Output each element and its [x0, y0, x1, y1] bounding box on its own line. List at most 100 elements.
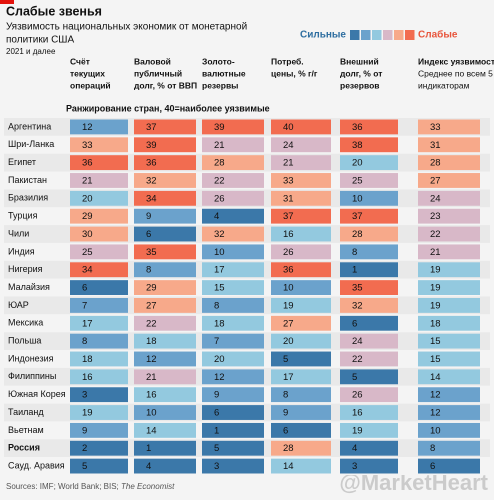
heat-cell: [418, 458, 480, 474]
cell-value: 26: [283, 247, 294, 258]
cell-value: 10: [214, 247, 225, 258]
legend-swatch: [372, 30, 382, 40]
cell-value: 33: [82, 140, 93, 151]
cell-value: 30: [82, 229, 93, 240]
cell-value: 17: [82, 318, 93, 329]
cell-value: 14: [146, 425, 157, 436]
cell-value: 12: [82, 122, 93, 133]
heat-cell: [70, 280, 128, 295]
cell-value: 29: [146, 283, 157, 294]
heat-cell: [134, 226, 196, 242]
cell-value: 2: [82, 443, 87, 454]
heat-cell: [202, 226, 264, 242]
cell-value: 8: [430, 443, 435, 454]
cell-value: 25: [82, 247, 93, 258]
heat-cell: [134, 155, 196, 171]
heat-cell: [271, 369, 331, 385]
cell-value: 15: [430, 336, 441, 347]
heat-cell: [340, 280, 398, 295]
cell-value: 37: [146, 122, 157, 133]
cell-value: 36: [146, 158, 157, 169]
cell-value: 20: [214, 354, 225, 365]
cell-value: 21: [214, 140, 225, 151]
heat-cell: [340, 369, 398, 385]
cell-value: 16: [283, 229, 294, 240]
heat-cell: [134, 351, 196, 367]
heat-cell: [340, 405, 398, 420]
subtitle: политики США: [6, 35, 74, 46]
heat-cell: [340, 137, 398, 153]
cell-value: 21: [430, 247, 441, 258]
heat-cell: [134, 119, 196, 135]
cell-value: 4: [214, 211, 219, 222]
heat-cell: [202, 155, 264, 171]
heat-cell: [134, 458, 196, 474]
heat-cell: [70, 422, 128, 438]
cell-value: 26: [352, 390, 363, 401]
cell-value: 18: [430, 318, 441, 329]
heat-cell: [134, 440, 196, 456]
cell-value: 21: [82, 175, 93, 186]
cell-value: 9: [214, 390, 219, 401]
cell-value: 38: [352, 140, 363, 151]
cell-value: 8: [146, 265, 151, 276]
cell-value: 3: [352, 461, 357, 472]
cell-value: 26: [214, 193, 225, 204]
cell-value: 22: [430, 229, 441, 240]
heat-cell: [271, 280, 331, 295]
heat-cell: [418, 315, 480, 331]
heat-cell: [340, 119, 398, 135]
cell-value: 10: [352, 193, 363, 204]
heat-cell: [70, 369, 128, 385]
cell-value: 18: [214, 318, 225, 329]
cell-value: 36: [82, 158, 93, 169]
column-subheader: Среднее по всем 5: [418, 68, 493, 78]
heat-cell: [202, 369, 264, 385]
heat-cell: [134, 280, 196, 295]
heat-cell: [70, 351, 128, 367]
cell-value: 14: [430, 372, 441, 383]
heat-cell: [271, 190, 331, 206]
heat-cell: [340, 351, 398, 367]
cell-value: 6: [352, 318, 357, 329]
cell-value: 39: [214, 122, 225, 133]
column-header: Индекс уязвимости: [418, 56, 494, 66]
cell-value: 33: [430, 122, 441, 133]
row-label: Нигерия: [8, 264, 43, 274]
legend-swatch: [394, 30, 404, 40]
cell-value: 24: [352, 336, 363, 347]
heat-cell: [340, 440, 398, 456]
cell-value: 23: [430, 211, 441, 222]
heat-cell: [70, 298, 128, 313]
cell-value: 31: [430, 140, 441, 151]
row-label: Сауд. Аравия: [8, 460, 65, 470]
heat-cell: [202, 298, 264, 313]
row-label: Египет: [8, 157, 36, 167]
cell-value: 5: [82, 461, 87, 472]
cell-value: 35: [352, 283, 363, 294]
heat-cell: [340, 155, 398, 171]
cell-value: 10: [146, 408, 157, 419]
column-header: Валовой: [134, 56, 171, 66]
heat-cell: [70, 137, 128, 153]
heat-cell: [340, 458, 398, 474]
legend-swatch: [405, 30, 415, 40]
cell-value: 12: [430, 390, 441, 401]
cell-value: 19: [82, 408, 93, 419]
heat-cell: [271, 387, 331, 403]
heat-cell: [340, 333, 398, 349]
source-text: Sources: IMF; World Bank; BIS;: [6, 482, 121, 491]
cell-value: 12: [214, 372, 225, 383]
cell-value: 9: [283, 408, 288, 419]
heat-cell: [418, 369, 480, 385]
chart-title: Слабые звенья: [6, 4, 102, 18]
heat-cell: [134, 298, 196, 313]
heat-cell: [418, 173, 480, 188]
heat-cell: [418, 244, 480, 260]
cell-value: 5: [352, 372, 357, 383]
cell-value: 9: [146, 211, 151, 222]
row-label: Вьетнам: [8, 425, 44, 435]
heat-cell: [340, 422, 398, 438]
cell-value: 4: [146, 461, 151, 472]
row-label: Аргентина: [8, 121, 51, 131]
